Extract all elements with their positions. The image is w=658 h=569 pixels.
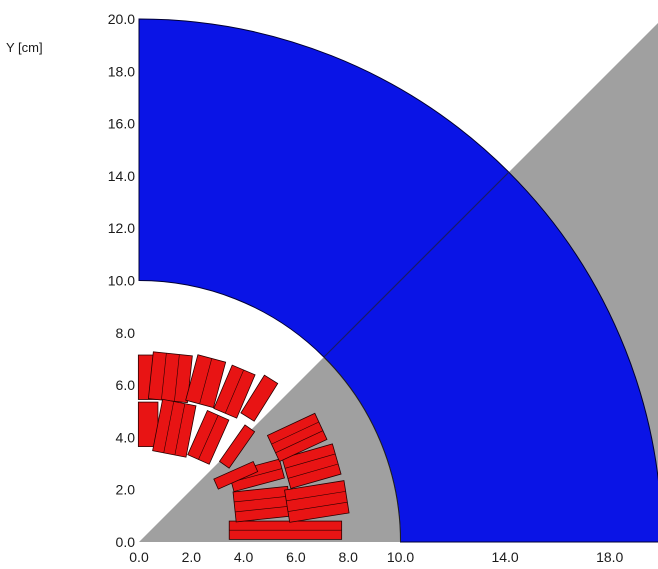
coil-turn-divider bbox=[235, 505, 290, 513]
regions-layer bbox=[138, 18, 658, 543]
collar-arc bbox=[323, 356, 401, 543]
coil-block bbox=[187, 409, 230, 465]
coil-turn-divider bbox=[174, 403, 186, 456]
y-tick-label: 6.0 bbox=[116, 377, 136, 393]
y-tick-label: 4.0 bbox=[116, 429, 136, 445]
x-tick-label: 0.0 bbox=[129, 549, 149, 565]
y-tick-label: 20.0 bbox=[108, 11, 135, 27]
coil-turn-divider bbox=[275, 430, 324, 454]
x-axis-ticks: 0.0 2.0 4.0 6.0 8.0 10.0 14.0 18.0 bbox=[129, 549, 623, 565]
coil-block-body bbox=[281, 443, 342, 489]
y-tick-label: 10.0 bbox=[108, 273, 135, 289]
y-tick-label: 12.0 bbox=[108, 220, 135, 236]
coil-block bbox=[284, 480, 350, 523]
y-tick-label: 16.0 bbox=[108, 116, 135, 132]
coil-turn-divider bbox=[161, 353, 167, 401]
coil-block bbox=[213, 364, 256, 419]
coil-block-body bbox=[232, 485, 292, 523]
coil-block-body bbox=[152, 398, 197, 458]
coil-turn-divider bbox=[234, 495, 289, 503]
coil-block bbox=[228, 520, 343, 540]
coil-turn-divider bbox=[287, 463, 339, 479]
coil-block-body bbox=[218, 424, 256, 469]
coil-block bbox=[213, 460, 259, 490]
coil-block-body bbox=[213, 460, 259, 490]
iron-yoke-region bbox=[138, 18, 658, 543]
x-tick-label: 18.0 bbox=[596, 549, 623, 565]
coil-block-body bbox=[284, 480, 350, 523]
coil-turn-divider bbox=[224, 369, 244, 414]
coil-block bbox=[152, 398, 197, 458]
coil-block-body bbox=[240, 374, 279, 422]
coil-turn-divider bbox=[163, 401, 175, 453]
x-tick-label: 8.0 bbox=[338, 549, 358, 565]
y-tick-label: 0.0 bbox=[116, 534, 136, 550]
y-axis-ticks: 0.0 2.0 4.0 6.0 8.0 10.0 12.0 14.0 16.0 18.0 20.0 bbox=[108, 11, 135, 550]
coil-turn-divider bbox=[284, 453, 336, 469]
x-tick-label: 10.0 bbox=[387, 549, 414, 565]
y-tick-label: 2.0 bbox=[116, 482, 136, 498]
coil-block-body bbox=[147, 351, 193, 404]
x-tick-label: 4.0 bbox=[234, 549, 254, 565]
coil-turn-divider bbox=[174, 354, 180, 402]
y-axis-label: Y [cm] bbox=[6, 40, 43, 55]
coil-turn-divider bbox=[286, 491, 346, 502]
coil-block bbox=[147, 351, 193, 404]
x-tick-label: 6.0 bbox=[286, 549, 306, 565]
coil-blocks-layer bbox=[137, 351, 350, 540]
y-tick-label: 14.0 bbox=[108, 168, 135, 184]
coil-block bbox=[281, 443, 342, 489]
y-tick-label: 18.0 bbox=[108, 63, 135, 79]
coil-turn-divider bbox=[198, 415, 219, 460]
y-tick-label: 8.0 bbox=[116, 325, 136, 341]
coil-block bbox=[240, 374, 279, 422]
coil-block bbox=[218, 424, 256, 469]
x-tick-label: 14.0 bbox=[491, 549, 518, 565]
coil-turn-divider bbox=[199, 358, 213, 404]
coil-turn-divider bbox=[287, 501, 348, 512]
coil-turn-divider bbox=[271, 421, 320, 445]
coil-block bbox=[232, 485, 292, 523]
x-tick-label: 2.0 bbox=[182, 549, 202, 565]
coil-block bbox=[266, 412, 328, 463]
coil-block bbox=[185, 354, 227, 409]
yoke-diagonal-line bbox=[323, 171, 510, 358]
